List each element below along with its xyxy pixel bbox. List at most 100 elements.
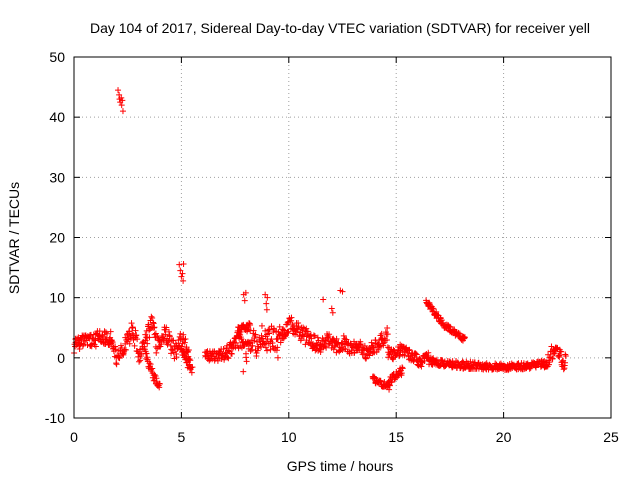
data-point bbox=[150, 324, 157, 331]
data-point bbox=[326, 331, 333, 338]
data-point bbox=[366, 352, 373, 359]
data-point bbox=[445, 323, 452, 330]
data-point bbox=[328, 305, 335, 312]
data-point bbox=[247, 322, 254, 329]
y-tick-label: -10 bbox=[45, 410, 65, 426]
data-point bbox=[115, 87, 122, 94]
data-point bbox=[274, 344, 281, 351]
x-tick-label: 15 bbox=[388, 429, 404, 445]
data-point bbox=[433, 308, 440, 315]
data-point bbox=[277, 339, 284, 346]
data-point bbox=[177, 267, 184, 274]
data-point bbox=[274, 354, 281, 361]
data-point bbox=[118, 102, 125, 109]
data-point bbox=[104, 330, 111, 337]
data-point bbox=[325, 333, 332, 340]
data-point bbox=[166, 333, 173, 340]
data-point bbox=[147, 361, 154, 368]
data-point bbox=[181, 352, 188, 359]
data-point bbox=[282, 332, 289, 339]
data-point bbox=[340, 332, 347, 339]
data-point bbox=[329, 309, 336, 316]
data-point bbox=[127, 335, 134, 342]
data-point bbox=[250, 327, 257, 334]
chart-title: Day 104 of 2017, Sidereal Day-to-day VTE… bbox=[90, 20, 590, 36]
data-point bbox=[455, 329, 462, 336]
data-point bbox=[179, 270, 186, 277]
data-point bbox=[153, 375, 160, 382]
y-tick-label: 30 bbox=[49, 169, 65, 185]
data-point bbox=[278, 329, 285, 336]
data-point bbox=[237, 328, 244, 335]
data-point bbox=[177, 330, 184, 337]
data-point bbox=[151, 331, 158, 338]
data-point bbox=[425, 349, 432, 356]
data-point bbox=[343, 336, 350, 343]
data-point bbox=[156, 384, 163, 391]
data-point bbox=[220, 346, 227, 353]
data-point bbox=[323, 344, 330, 351]
data-point bbox=[224, 354, 231, 361]
data-point bbox=[167, 342, 174, 349]
data-point bbox=[185, 346, 192, 353]
data-point bbox=[132, 327, 139, 334]
data-point bbox=[122, 346, 129, 353]
data-point bbox=[562, 359, 569, 366]
data-point bbox=[295, 319, 302, 326]
data-point bbox=[182, 350, 189, 357]
x-tick-label: 0 bbox=[70, 429, 78, 445]
x-tick-label: 10 bbox=[281, 429, 297, 445]
data-point bbox=[181, 339, 188, 346]
data-point bbox=[262, 291, 269, 298]
data-point bbox=[78, 336, 85, 343]
data-point bbox=[258, 344, 265, 351]
data-point bbox=[151, 324, 158, 331]
data-point bbox=[384, 331, 391, 338]
data-point bbox=[280, 326, 287, 333]
data-point bbox=[185, 357, 192, 364]
data-point bbox=[558, 348, 565, 355]
axis-ticks: 0 5 10 15 20 25 -10 0 10 20 30 40 50 bbox=[45, 49, 619, 445]
data-point bbox=[116, 355, 123, 362]
data-point bbox=[386, 386, 393, 393]
data-point bbox=[555, 352, 562, 359]
grid bbox=[74, 57, 611, 418]
data-point bbox=[180, 260, 187, 267]
data-point bbox=[550, 351, 557, 358]
data-point bbox=[399, 364, 406, 371]
data-point bbox=[361, 342, 368, 349]
data-point bbox=[399, 365, 406, 372]
data-point bbox=[129, 324, 136, 331]
data-point bbox=[243, 354, 250, 361]
data-point bbox=[136, 358, 143, 365]
data-point bbox=[265, 327, 272, 334]
data-point bbox=[138, 351, 145, 358]
data-point bbox=[129, 330, 136, 337]
x-tick-label: 20 bbox=[496, 429, 512, 445]
data-point bbox=[173, 354, 180, 361]
data-point bbox=[357, 341, 364, 348]
data-point bbox=[562, 353, 569, 360]
data-point bbox=[461, 335, 468, 342]
data-point bbox=[146, 327, 153, 334]
data-point bbox=[255, 345, 262, 352]
data-point bbox=[165, 338, 172, 345]
data-point bbox=[134, 336, 141, 343]
data-point bbox=[228, 350, 235, 357]
y-tick-label: 0 bbox=[57, 350, 65, 366]
data-point bbox=[163, 324, 170, 331]
data-point bbox=[178, 273, 185, 280]
x-axis-label: GPS time / hours bbox=[287, 458, 394, 474]
y-tick-label: 10 bbox=[49, 290, 65, 306]
data-point bbox=[126, 340, 133, 347]
data-point bbox=[412, 350, 419, 357]
data-point bbox=[119, 108, 126, 115]
data-point bbox=[137, 357, 144, 364]
data-point bbox=[311, 333, 318, 340]
data-point bbox=[80, 341, 87, 348]
data-point bbox=[551, 350, 558, 357]
data-point bbox=[258, 322, 265, 329]
data-point bbox=[131, 342, 138, 349]
data-point bbox=[383, 336, 390, 343]
data-point bbox=[119, 97, 126, 104]
